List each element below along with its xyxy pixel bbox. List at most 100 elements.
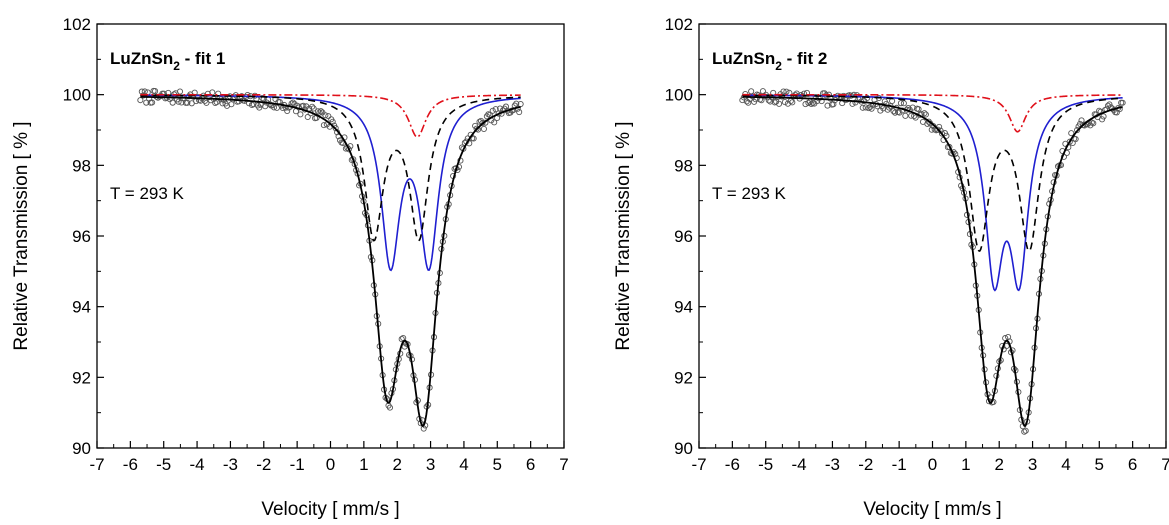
y-tick-label: 94 xyxy=(72,298,91,317)
data-point xyxy=(169,99,176,106)
plot-frame xyxy=(96,23,565,449)
data-point xyxy=(922,111,929,118)
x-tick-label: 1 xyxy=(961,455,970,474)
data-point xyxy=(808,100,815,108)
data-point xyxy=(175,98,182,105)
x-tick-label: 0 xyxy=(928,455,937,474)
data-point xyxy=(862,104,869,111)
data-point xyxy=(1066,138,1073,145)
data-point xyxy=(789,99,796,106)
x-tick-label: -3 xyxy=(825,455,840,474)
data-point xyxy=(824,102,831,109)
y-tick-label: 94 xyxy=(674,298,693,317)
y-tick-label: 92 xyxy=(674,368,693,387)
temperature-annotation: T = 293 K xyxy=(110,184,185,203)
y-tick-label: 100 xyxy=(63,86,91,105)
data-point xyxy=(259,95,266,102)
x-tick-label: -6 xyxy=(123,455,138,474)
data-point xyxy=(284,107,291,114)
x-tick-label: 0 xyxy=(326,455,335,474)
x-tick-label: 3 xyxy=(426,455,435,474)
data-point xyxy=(767,98,774,105)
chart-title-subscript: 2 xyxy=(775,59,782,73)
data-point xyxy=(859,104,866,111)
x-axis-label: Velocity [ mm/s ] xyxy=(863,499,1001,520)
data-point xyxy=(868,105,875,112)
chart-title: LuZnSn2 - fit 1 xyxy=(110,49,225,73)
y-tick-label: 98 xyxy=(674,156,693,175)
data-point xyxy=(1021,428,1028,435)
data-point xyxy=(1100,113,1107,120)
data-point xyxy=(176,88,184,95)
x-axis-label: Velocity [ mm/s ] xyxy=(261,499,399,520)
data-point xyxy=(345,146,352,153)
plot-frame xyxy=(698,23,1167,449)
x-tick-label: -1 xyxy=(892,455,907,474)
data-point xyxy=(235,98,242,105)
chart-panel-fit-1: -7 -6 -5 -4 -3 -2 -1 0 1 2 3 4 5 6 7 9092949698100102 … xyxy=(11,15,569,520)
data-point xyxy=(137,97,144,104)
y-tick-label: 90 xyxy=(674,439,693,458)
x-axis-ticks: -7 -6 -5 -4 -3 -2 -1 0 1 2 3 4 5 6 7 xyxy=(691,441,1169,474)
x-tick-label: 4 xyxy=(459,455,468,474)
data-point xyxy=(1072,135,1079,143)
data-point xyxy=(317,108,325,115)
chart-title: LuZnSn2 - fit 2 xyxy=(712,49,827,73)
chart-title-main: LuZnSn xyxy=(712,49,775,68)
data-point xyxy=(1068,130,1075,137)
series-layer xyxy=(739,88,1126,435)
data-point xyxy=(776,100,783,107)
x-tick-label: 6 xyxy=(526,455,535,474)
x-tick-label: -5 xyxy=(156,455,171,474)
y-tick-label: 102 xyxy=(63,15,91,34)
x-tick-label: 5 xyxy=(493,455,502,474)
x-tick-label: -6 xyxy=(725,455,740,474)
data-point xyxy=(420,425,427,432)
data-point xyxy=(194,93,201,101)
data-point xyxy=(1104,102,1111,109)
x-tick-label: -7 xyxy=(89,455,104,474)
plot-area xyxy=(698,23,1167,449)
data-point xyxy=(479,119,486,127)
data-point xyxy=(322,112,329,119)
data-point xyxy=(207,97,214,104)
data-point xyxy=(915,106,922,113)
data-point xyxy=(817,94,824,101)
y-tick-label: 90 xyxy=(72,439,91,458)
data-point xyxy=(748,88,755,95)
y-tick-label: 102 xyxy=(665,15,693,34)
x-tick-label: -4 xyxy=(792,455,807,474)
x-axis-ticks: -7 -6 -5 -4 -3 -2 -1 0 1 2 3 4 5 6 7 xyxy=(89,441,569,474)
data-point xyxy=(149,99,156,106)
data-point xyxy=(765,97,772,104)
data-point xyxy=(398,336,405,343)
data-point xyxy=(928,126,935,133)
data-point xyxy=(1119,99,1126,106)
data-point xyxy=(491,119,498,126)
data-point xyxy=(309,103,316,110)
total-fit-line xyxy=(742,95,1123,427)
data-point xyxy=(805,99,812,106)
x-tick-label: 1 xyxy=(359,455,368,474)
data-point xyxy=(517,101,524,108)
total-fit-line xyxy=(140,95,521,427)
data-point xyxy=(300,102,307,109)
data-points xyxy=(739,88,1126,435)
plot-area xyxy=(96,23,565,449)
data-point xyxy=(780,88,787,95)
data-point xyxy=(925,118,932,125)
data-point xyxy=(212,99,219,107)
data-point xyxy=(332,125,339,132)
data-point xyxy=(178,99,185,106)
data-point xyxy=(830,101,837,108)
data-point xyxy=(759,88,766,95)
subspectrum-dashdot-line xyxy=(140,93,521,138)
data-point xyxy=(325,113,332,120)
data-point xyxy=(184,99,191,106)
series-layer xyxy=(137,87,524,432)
data-point xyxy=(745,99,752,106)
x-tick-label: -7 xyxy=(691,455,706,474)
data-point xyxy=(270,104,278,111)
data-point xyxy=(1090,120,1097,127)
